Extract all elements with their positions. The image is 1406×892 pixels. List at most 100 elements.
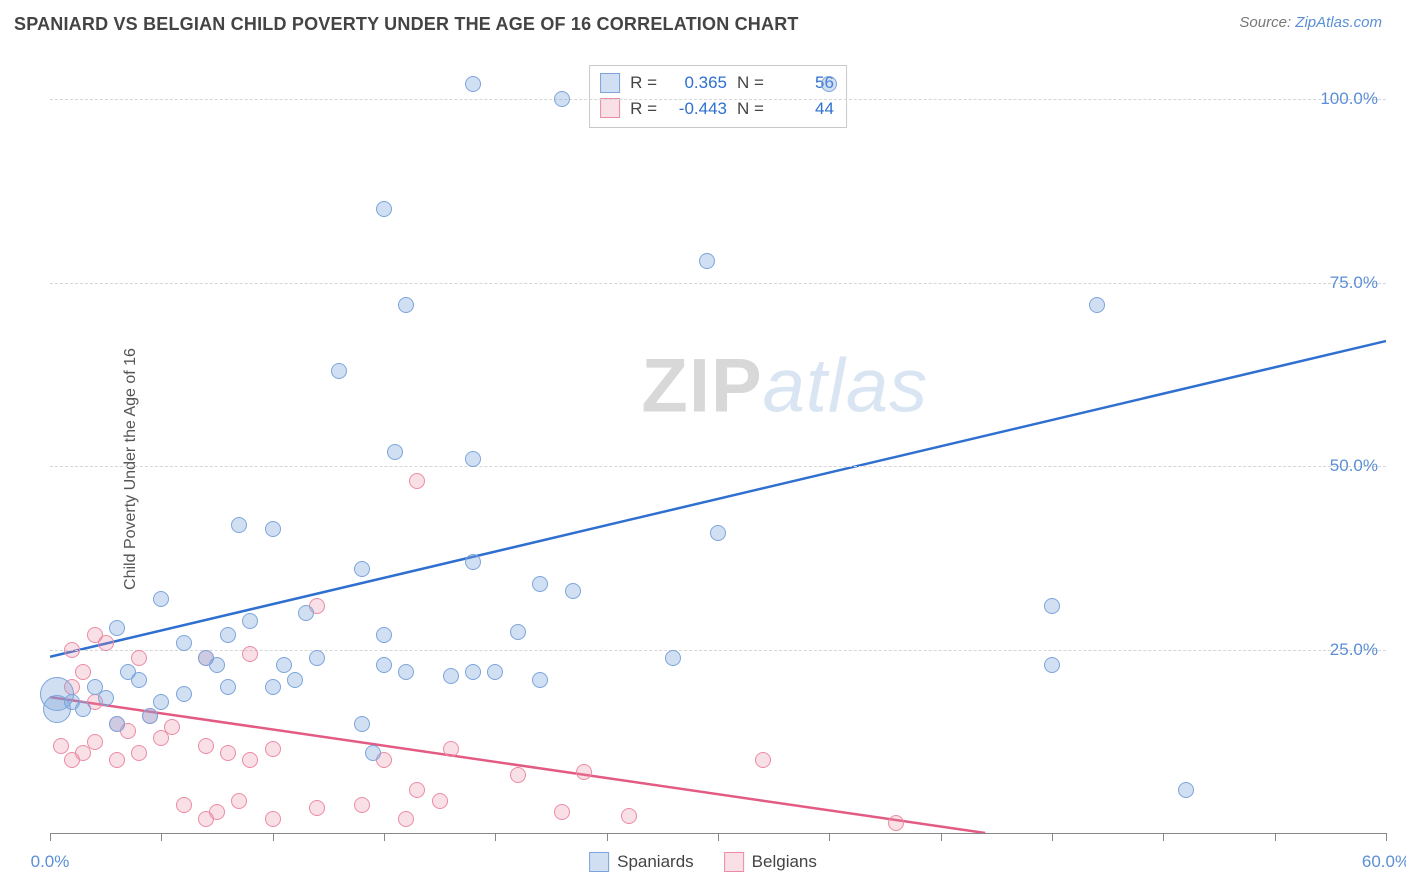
legend-label-spaniards: Spaniards <box>617 852 694 872</box>
source-link[interactable]: ZipAtlas.com <box>1295 14 1382 31</box>
x-tick <box>273 833 274 841</box>
data-point <box>242 752 258 768</box>
data-point <box>376 627 392 643</box>
data-point <box>53 738 69 754</box>
data-point <box>532 576 548 592</box>
data-point <box>487 664 503 680</box>
data-point <box>231 793 247 809</box>
data-point <box>220 679 236 695</box>
data-point <box>576 764 592 780</box>
trend-line <box>50 341 1386 657</box>
watermark-zip: ZIP <box>641 343 762 428</box>
data-point <box>354 561 370 577</box>
data-point <box>87 734 103 750</box>
data-point <box>287 672 303 688</box>
data-point <box>265 679 281 695</box>
watermark-atlas: atlas <box>763 343 929 428</box>
data-point <box>98 635 114 651</box>
data-point <box>621 808 637 824</box>
data-point <box>75 664 91 680</box>
chart-title: SPANIARD VS BELGIAN CHILD POVERTY UNDER … <box>14 14 799 35</box>
data-point <box>755 752 771 768</box>
trend-line <box>50 697 985 833</box>
chart-header: SPANIARD VS BELGIAN CHILD POVERTY UNDER … <box>0 0 1406 41</box>
data-point <box>198 738 214 754</box>
data-point <box>532 672 548 688</box>
data-point <box>409 473 425 489</box>
source-attribution: Source: ZipAtlas.com <box>1239 14 1382 31</box>
data-point <box>109 752 125 768</box>
data-point <box>554 91 570 107</box>
x-tick <box>829 833 830 841</box>
data-point <box>231 517 247 533</box>
data-point <box>64 642 80 658</box>
data-point <box>142 708 158 724</box>
data-point <box>331 363 347 379</box>
x-tick <box>495 833 496 841</box>
x-tick <box>718 833 719 841</box>
y-tick-label: 75.0% <box>1330 273 1378 293</box>
data-point <box>276 657 292 673</box>
data-point <box>443 741 459 757</box>
swatch-pink-icon <box>600 98 620 118</box>
data-point <box>242 646 258 662</box>
data-point <box>98 690 114 706</box>
data-point <box>265 811 281 827</box>
x-tick <box>1386 833 1387 841</box>
data-point <box>710 525 726 541</box>
data-point <box>1178 782 1194 798</box>
r-label: R = <box>630 70 657 96</box>
data-point <box>398 811 414 827</box>
data-point <box>398 297 414 313</box>
correlation-legend: R = 0.365 N = 56 R = -0.443 N = 44 <box>589 65 847 128</box>
data-point <box>510 767 526 783</box>
r-value-spaniards: 0.365 <box>667 70 727 96</box>
swatch-blue-icon <box>589 852 609 872</box>
n-label: N = <box>737 70 764 96</box>
chart-container: Child Poverty Under the Age of 16 ZIPatl… <box>0 46 1406 892</box>
data-point <box>75 701 91 717</box>
data-point <box>365 745 381 761</box>
x-tick-label: 0.0% <box>31 852 70 872</box>
trend-lines <box>50 62 1386 833</box>
data-point <box>510 624 526 640</box>
data-point <box>209 657 225 673</box>
y-tick-label: 100.0% <box>1320 89 1378 109</box>
data-point <box>265 521 281 537</box>
x-tick-label: 60.0% <box>1362 852 1406 872</box>
data-point <box>109 620 125 636</box>
x-tick <box>607 833 608 841</box>
data-point <box>465 76 481 92</box>
x-tick <box>1163 833 1164 841</box>
data-point <box>665 650 681 666</box>
data-point <box>298 605 314 621</box>
data-point <box>164 719 180 735</box>
x-tick <box>1275 833 1276 841</box>
y-tick-label: 50.0% <box>1330 456 1378 476</box>
data-point <box>309 650 325 666</box>
gridline-h <box>50 283 1386 284</box>
data-point <box>354 797 370 813</box>
correlation-row-spaniards: R = 0.365 N = 56 <box>600 70 834 96</box>
data-point <box>443 668 459 684</box>
source-prefix: Source: <box>1239 14 1295 31</box>
data-point <box>398 664 414 680</box>
x-tick <box>941 833 942 841</box>
x-tick <box>384 833 385 841</box>
data-point <box>432 793 448 809</box>
data-point <box>409 782 425 798</box>
data-point <box>109 716 125 732</box>
data-point <box>387 444 403 460</box>
data-point <box>309 800 325 816</box>
data-point <box>888 815 904 831</box>
data-point <box>699 253 715 269</box>
legend-label-belgians: Belgians <box>752 852 817 872</box>
data-point <box>554 804 570 820</box>
x-tick <box>1052 833 1053 841</box>
data-point <box>1044 598 1060 614</box>
data-point <box>220 745 236 761</box>
data-point <box>1089 297 1105 313</box>
plot-area: ZIPatlas R = 0.365 N = 56 R = -0.443 N =… <box>50 62 1386 834</box>
x-tick <box>161 833 162 841</box>
data-point <box>120 664 136 680</box>
